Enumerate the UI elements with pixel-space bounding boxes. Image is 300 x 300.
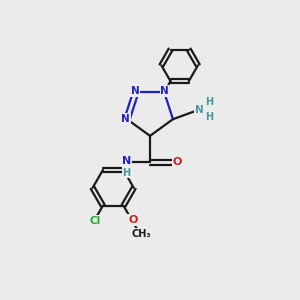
Text: O: O: [173, 158, 182, 167]
Text: N: N: [160, 86, 169, 96]
Text: H: H: [122, 168, 130, 178]
Text: H: H: [205, 97, 213, 107]
Text: N: N: [131, 86, 140, 96]
Text: N: N: [195, 105, 204, 115]
Text: Cl: Cl: [90, 216, 101, 226]
Text: H: H: [205, 112, 213, 122]
Text: O: O: [128, 215, 138, 225]
Text: N: N: [121, 114, 130, 124]
Text: N: N: [122, 157, 131, 166]
Text: CH₃: CH₃: [131, 229, 151, 239]
